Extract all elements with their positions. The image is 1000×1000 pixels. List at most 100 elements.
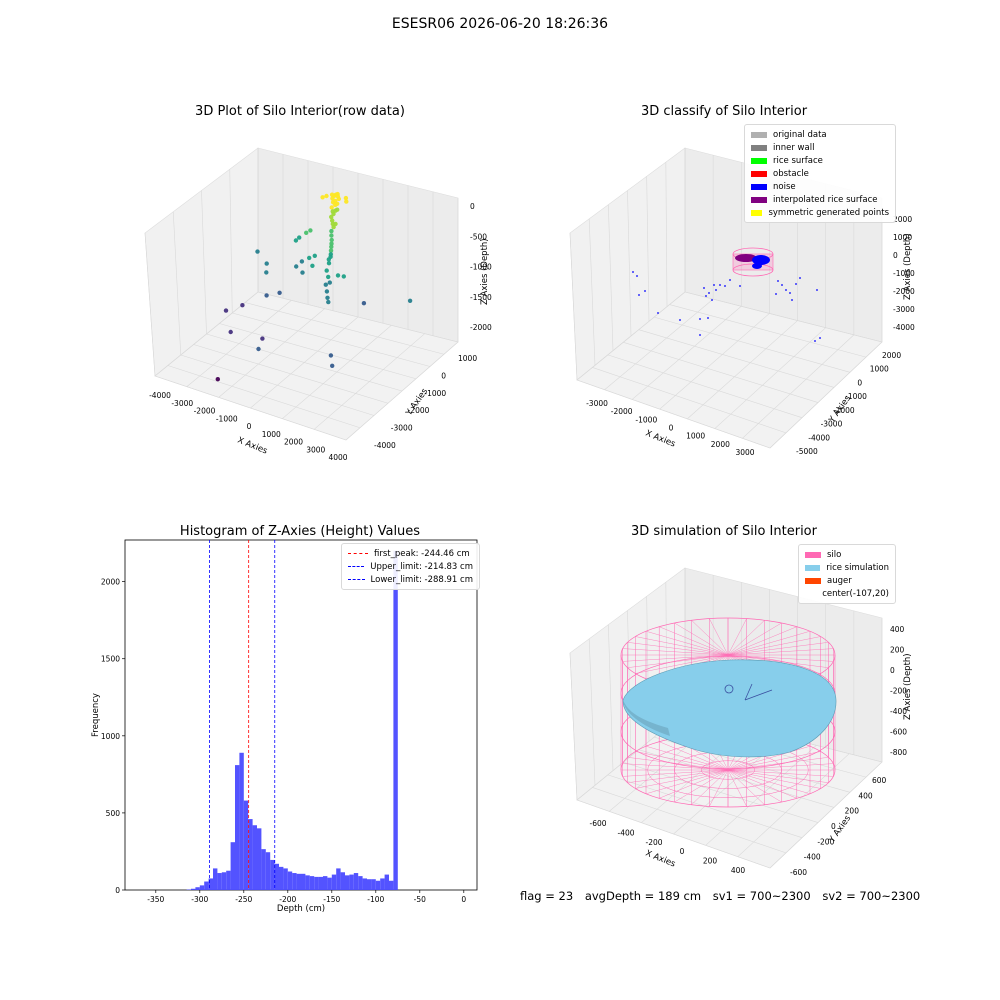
legend-swatch [751, 144, 767, 151]
legend-label: center(-107,20) [822, 588, 889, 599]
p4-y-tick-6: -600 [790, 868, 807, 877]
p4-y-tick-4: -200 [817, 837, 834, 846]
p3-bar-9 [226, 870, 231, 890]
p4-left-grid-0 [569, 652, 578, 801]
p2-noise-point-5 [679, 319, 681, 321]
p2-noise-point-14 [729, 279, 731, 281]
p3-bar-42 [371, 879, 376, 890]
p2-y-ticks: 2000 1000 0 -1000 -2000 -3000 -4000 -5000 [796, 351, 901, 456]
p2-legend: original data inner wall rice surface ob… [744, 124, 896, 223]
p2-noise-point-17 [781, 284, 783, 286]
p1-point-35 [308, 228, 313, 233]
p3-legend: first_peak: -244.46 cm Upper_limit: -214… [341, 543, 480, 590]
p3-x-ticks: -350 -300 -250 -200 -150 -100 -50 0 [147, 890, 466, 904]
p4-x-tick-2: -200 [645, 838, 662, 847]
p3-bar-41 [367, 879, 372, 890]
legend-line [348, 566, 365, 567]
p2-x-tick-6: 3000 [735, 448, 754, 457]
p3-bar-11 [235, 765, 240, 890]
p2-noise-point-26 [814, 340, 816, 342]
p3-bar-43 [375, 880, 381, 890]
p3-bar-46 [389, 880, 394, 890]
p3-xtick-label-7: 0 [461, 895, 466, 904]
p3-bar-5 [208, 878, 213, 890]
legend-label: noise [773, 181, 796, 192]
p3-bar-12 [239, 752, 244, 890]
p1-left-grid-0 [144, 232, 156, 377]
p4-rice-surface [622, 659, 837, 758]
p1-z-tick-3: -1500 [470, 293, 492, 302]
p4-floor-b-grid-6 [769, 761, 883, 869]
p2-noise-point-4 [657, 312, 659, 314]
panel2-title: 3D classify of Silo Interior [640, 104, 808, 119]
p2-noise-point-24 [816, 289, 818, 291]
p3-ytick-label-1: 500 [106, 809, 121, 818]
p4-silo-top-spoke-1 [727, 654, 834, 662]
sv1-text: sv1 = 700~2300 [712, 889, 811, 903]
p3-ylabel: Frequency [91, 693, 101, 737]
p2-left-grid-3 [627, 190, 632, 337]
p1-point-47 [323, 282, 328, 287]
p2-noise-point-1 [636, 275, 638, 277]
p1-point-4 [336, 196, 341, 202]
p1-point-34 [326, 261, 332, 266]
p4-x-tick-0: -600 [589, 819, 606, 828]
p2-floor-a-grid-5 [654, 316, 851, 373]
p2-noise-point-22 [791, 299, 793, 301]
p3-axes-frame [124, 539, 478, 891]
legend-swatch [751, 183, 767, 190]
p4-z-tick-4: -400 [890, 707, 907, 716]
p4-silo-top-spoke-23 [659, 626, 729, 656]
p2-z-tick-2: 0 [893, 251, 898, 260]
p4-x-tick-5: 400 [731, 866, 746, 875]
p1-point-15 [329, 214, 334, 220]
p4-left-grid-2 [608, 624, 614, 771]
p4-xlabel: X Axies [644, 849, 677, 870]
p1-point-26 [329, 233, 334, 238]
p3-bar-33 [331, 874, 337, 890]
p2-z-tick-1: 1000 [893, 233, 912, 242]
p3-xlabel: Depth (cm) [277, 904, 325, 914]
p1-point-30 [328, 248, 334, 253]
p1-y-tick-3: -2000 [408, 406, 430, 415]
p1-point-53 [341, 274, 346, 279]
panel4-title: 3D simulation of Silo Interior [631, 524, 817, 539]
p4-zlabel: Z Axies (Depth) [903, 653, 913, 720]
p2-noise-point-8 [711, 299, 713, 301]
p2-y-tick-1: 1000 [870, 365, 889, 374]
p2-z-tick-0: 2000 [893, 215, 912, 224]
p1-z-tick-4: -2000 [470, 323, 492, 332]
p3-bar-40 [362, 878, 367, 890]
legend-swatch [805, 577, 821, 584]
p2-floor-a-grid-4 [638, 329, 835, 388]
p3-bar-26 [301, 873, 306, 890]
p2-noise-point-18 [785, 289, 787, 291]
panel3-title: Histogram of Z-Axies (Height) Values [179, 524, 421, 539]
p2-legend-item-0: original data [751, 128, 889, 141]
p3-bar-47 [393, 550, 398, 890]
legend-label: auger [827, 575, 852, 586]
legend-swatch [751, 157, 767, 164]
p1-point-65 [223, 308, 229, 313]
p1-point-44 [324, 268, 329, 273]
p1-point-23 [343, 195, 349, 201]
p2-floor-a-grid-0 [576, 379, 771, 449]
p4-legend-item-3: center(-107,20) [805, 587, 889, 600]
p1-y-tick-5: -4000 [374, 441, 396, 450]
p1-floor-b-grid-6 [345, 341, 459, 441]
legend-line [348, 553, 368, 554]
p4-x-tick-1: -400 [617, 828, 634, 837]
p1-gridlines [144, 148, 459, 441]
p1-point-24 [344, 199, 349, 204]
p1-x-tick-8: 4000 [328, 453, 347, 462]
p2-legend-item-4: noise [751, 180, 889, 193]
p3-bar-18 [265, 852, 271, 890]
legend-swatch [751, 170, 767, 177]
legend-line [348, 579, 365, 580]
p1-point-9 [335, 201, 340, 206]
p1-point-55 [407, 298, 413, 303]
p4-left-grid-1 [588, 638, 596, 786]
p1-point-58 [264, 270, 269, 275]
p4-x-tick-4: 200 [703, 857, 718, 866]
